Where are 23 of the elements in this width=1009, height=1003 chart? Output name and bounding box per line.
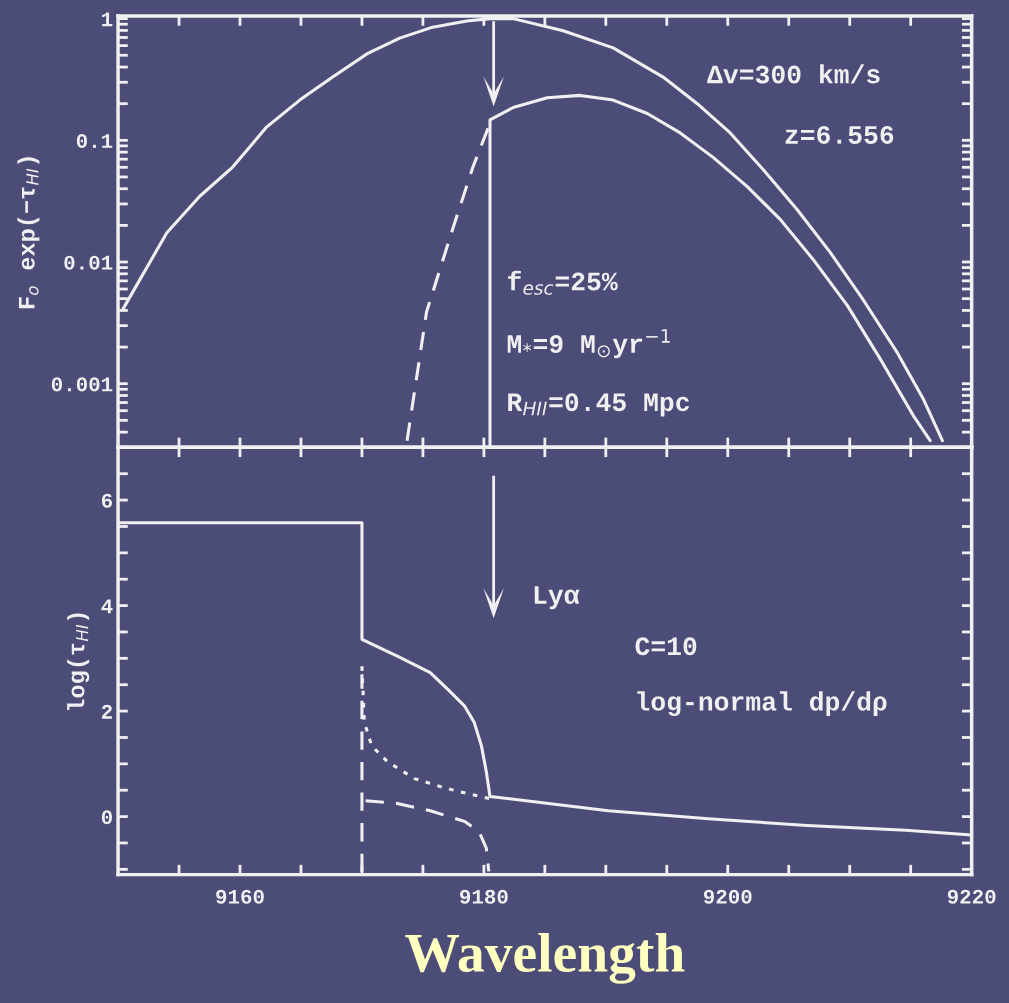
x-tick-label: 9180 [460, 889, 508, 904]
annotation: z=6.556 [785, 125, 894, 144]
annotation: R$_{HII}$=0.45 Mpc [508, 393, 690, 417]
y-axis-title: F$_{o}$ exp(−τ$_{HI}$) [17, 157, 40, 309]
y-tick-label: 1 [102, 12, 113, 27]
y-tick-label: 0 [101, 810, 112, 825]
y-tick-label: 0.01 [64, 255, 113, 270]
y-tick-label: 0.001 [51, 377, 113, 392]
y-axis-title: log(τ$_{HI}$) [67, 613, 90, 711]
annotation: Δv=300 km/s [707, 64, 880, 84]
x-tick-label: 9220 [947, 889, 996, 904]
x-tick-label: 9160 [216, 889, 264, 904]
y-tick-label: 4 [101, 599, 113, 614]
annotation: Lyα [534, 586, 580, 610]
y-tick-label: 0.1 [76, 133, 113, 149]
x-axis-title: Wavelength [405, 932, 685, 984]
x-tick-label: 9200 [703, 889, 752, 904]
annotation: log-normal dp/dρ [637, 691, 887, 717]
y-tick-label: 2 [101, 704, 112, 719]
annotation: M$_{*}$=9 M$_{⊙}$yr$^{−1}$ [507, 329, 670, 359]
annotation: C=10 [635, 637, 697, 656]
y-tick-label: 6 [101, 493, 113, 508]
annotation: f$_{esc}$=25% [507, 270, 618, 295]
